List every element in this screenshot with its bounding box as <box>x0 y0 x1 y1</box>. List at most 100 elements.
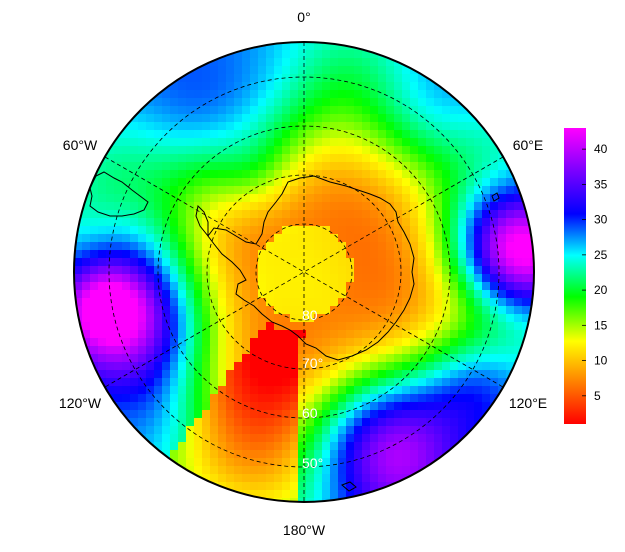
field-cell <box>330 274 339 283</box>
field-cell <box>490 178 499 187</box>
field-cell <box>386 362 395 371</box>
field-cell <box>186 74 195 83</box>
field-cell <box>82 234 91 243</box>
field-cell <box>466 226 475 235</box>
field-cell <box>306 362 315 371</box>
field-cell <box>474 154 483 163</box>
field-cell <box>442 290 451 299</box>
field-cell <box>346 426 355 435</box>
field-cell <box>146 434 155 443</box>
field-cell <box>474 290 483 299</box>
field-cell <box>322 410 331 419</box>
field-cell <box>186 114 195 123</box>
field-cell <box>474 138 483 147</box>
field-cell <box>434 258 443 267</box>
field-cell <box>130 218 139 227</box>
field-cell <box>514 298 523 307</box>
field-cell <box>226 330 235 339</box>
field-cell <box>330 314 339 323</box>
field-cell <box>282 394 291 403</box>
field-cell <box>138 146 147 155</box>
field-cell <box>498 154 507 163</box>
field-cell <box>426 122 435 131</box>
field-cell <box>490 162 499 171</box>
field-cell <box>314 186 323 195</box>
field-cell <box>130 314 139 323</box>
field-cell <box>530 258 534 267</box>
field-cell <box>498 370 507 379</box>
field-cell <box>298 274 307 283</box>
field-cell <box>122 194 131 203</box>
field-cell <box>474 162 483 171</box>
field-cell <box>242 298 251 307</box>
field-cell <box>394 154 403 163</box>
field-cell <box>106 274 115 283</box>
field-cell <box>410 146 419 155</box>
field-cell <box>82 242 91 251</box>
field-cell <box>258 306 267 315</box>
field-cell <box>306 226 315 235</box>
field-cell <box>370 74 379 83</box>
field-cell <box>290 218 299 227</box>
field-cell <box>418 114 427 123</box>
field-cell <box>178 354 187 363</box>
field-cell <box>362 114 371 123</box>
field-cell <box>442 338 451 347</box>
field-cell <box>474 402 483 411</box>
field-cell <box>322 210 331 219</box>
field-cell <box>362 338 371 347</box>
field-cell <box>522 290 531 299</box>
field-cell <box>466 98 475 107</box>
field-cell <box>370 210 379 219</box>
field-cell <box>266 242 275 251</box>
field-cell <box>210 362 219 371</box>
field-cell <box>394 418 403 427</box>
field-cell <box>274 138 283 147</box>
field-cell <box>354 50 363 59</box>
field-cell <box>114 266 123 275</box>
field-cell <box>122 370 131 379</box>
field-cell <box>178 266 187 275</box>
field-cell <box>298 122 307 131</box>
field-cell <box>394 426 403 435</box>
field-cell <box>114 210 123 219</box>
field-cell <box>154 234 163 243</box>
field-cell <box>394 306 403 315</box>
field-cell <box>234 138 243 147</box>
field-cell <box>202 186 211 195</box>
field-cell <box>402 322 411 331</box>
field-cell <box>186 98 195 107</box>
field-cell <box>234 210 243 219</box>
field-cell <box>386 322 395 331</box>
field-cell <box>394 202 403 211</box>
field-cell <box>498 322 507 331</box>
field-cell <box>450 266 459 275</box>
field-cell <box>194 354 203 363</box>
graticule <box>104 42 504 502</box>
field-cell <box>162 266 171 275</box>
field-cell <box>458 298 467 307</box>
field-cell <box>242 362 251 371</box>
field-cell <box>402 306 411 315</box>
field-cell <box>362 466 371 475</box>
field-cell <box>242 354 251 363</box>
field-cell <box>274 178 283 187</box>
field-cell <box>122 314 131 323</box>
field-cell <box>410 282 419 291</box>
field-cell <box>274 90 283 99</box>
field-cell <box>338 378 347 387</box>
field-cell <box>394 66 403 75</box>
field-cell <box>266 402 275 411</box>
field-cell <box>170 402 179 411</box>
field-cell <box>74 242 83 251</box>
field-cell <box>266 202 275 211</box>
field-cell <box>234 162 243 171</box>
field-cell <box>354 378 363 387</box>
field-cell <box>378 298 387 307</box>
field-cell <box>418 210 427 219</box>
field-cell <box>122 362 131 371</box>
field-cell <box>322 434 331 443</box>
field-cell <box>354 194 363 203</box>
field-cell <box>522 242 531 251</box>
field-cell <box>218 426 227 435</box>
